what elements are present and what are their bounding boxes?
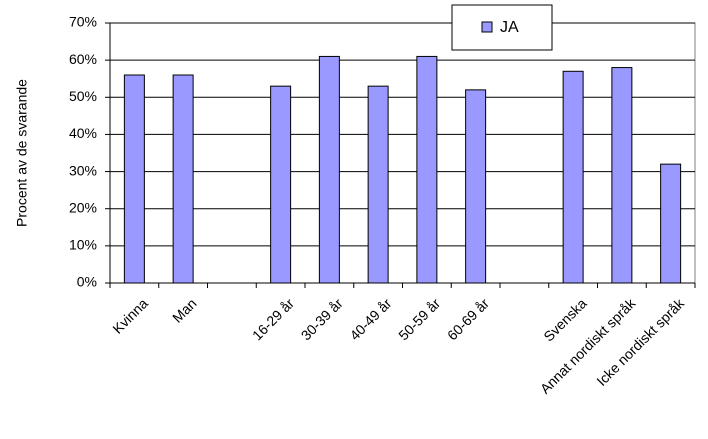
bar: [367, 85, 389, 284]
y-tick-label: 50%: [69, 88, 97, 104]
bar: [465, 89, 487, 284]
y-axis-label: Procent av de svarande: [14, 79, 30, 227]
y-tick-label: 30%: [69, 162, 97, 178]
y-tick-label: 40%: [69, 125, 97, 141]
bar: [660, 163, 682, 284]
bar: [318, 55, 340, 284]
bar: [123, 74, 145, 284]
y-tick-label: 60%: [69, 51, 97, 67]
y-tick-label: 10%: [69, 237, 97, 253]
legend-box: [451, 4, 553, 51]
bar: [611, 67, 633, 284]
bar: [172, 74, 194, 284]
bar: [562, 70, 584, 284]
legend-label: JA: [500, 19, 519, 36]
y-tick-label: 20%: [69, 199, 97, 215]
y-tick-label: 0%: [77, 274, 97, 290]
legend-swatch: [481, 21, 493, 33]
plot-area: [109, 22, 696, 284]
bar: [416, 55, 438, 284]
bar: [270, 85, 292, 284]
y-tick-label: 70%: [69, 14, 97, 30]
